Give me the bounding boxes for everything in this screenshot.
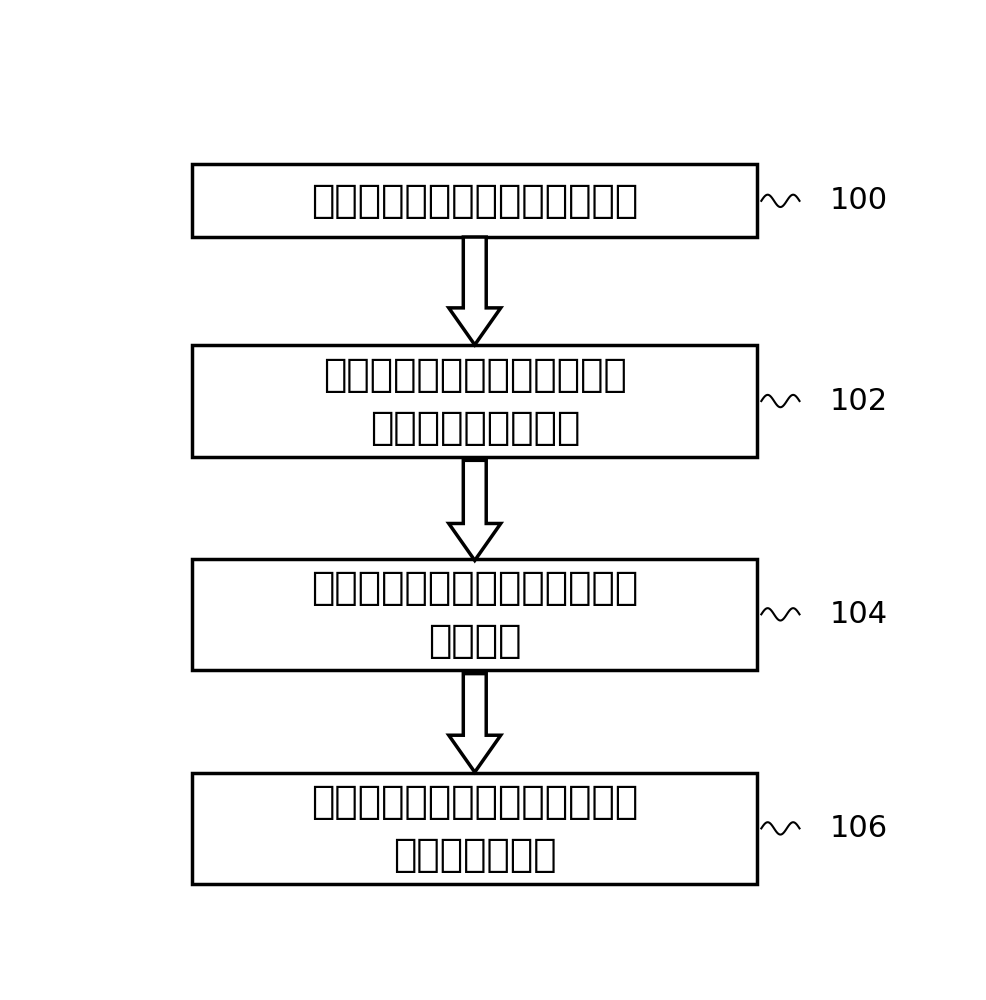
Text: 100: 100 <box>830 186 888 215</box>
Text: 利用侦测器侦测等离子放电辉光: 利用侦测器侦测等离子放电辉光 <box>312 182 638 220</box>
Text: 利用运算单元根据电信号来进行
计算步骤: 利用运算单元根据电信号来进行 计算步骤 <box>312 569 638 660</box>
FancyBboxPatch shape <box>192 773 757 884</box>
FancyBboxPatch shape <box>192 345 757 457</box>
Text: 102: 102 <box>830 387 888 416</box>
Text: 106: 106 <box>830 814 888 843</box>
FancyBboxPatch shape <box>192 559 757 670</box>
FancyBboxPatch shape <box>192 164 757 237</box>
Text: 利用感测电路撷取光信号并将
光信号转换成电信号: 利用感测电路撷取光信号并将 光信号转换成电信号 <box>322 356 627 447</box>
Polygon shape <box>449 237 501 345</box>
Text: 104: 104 <box>830 600 888 629</box>
Polygon shape <box>449 674 501 772</box>
Text: 利用影像重建单元建立出等离子
放电辉光的影像: 利用影像重建单元建立出等离子 放电辉光的影像 <box>312 783 638 874</box>
Polygon shape <box>449 460 501 560</box>
